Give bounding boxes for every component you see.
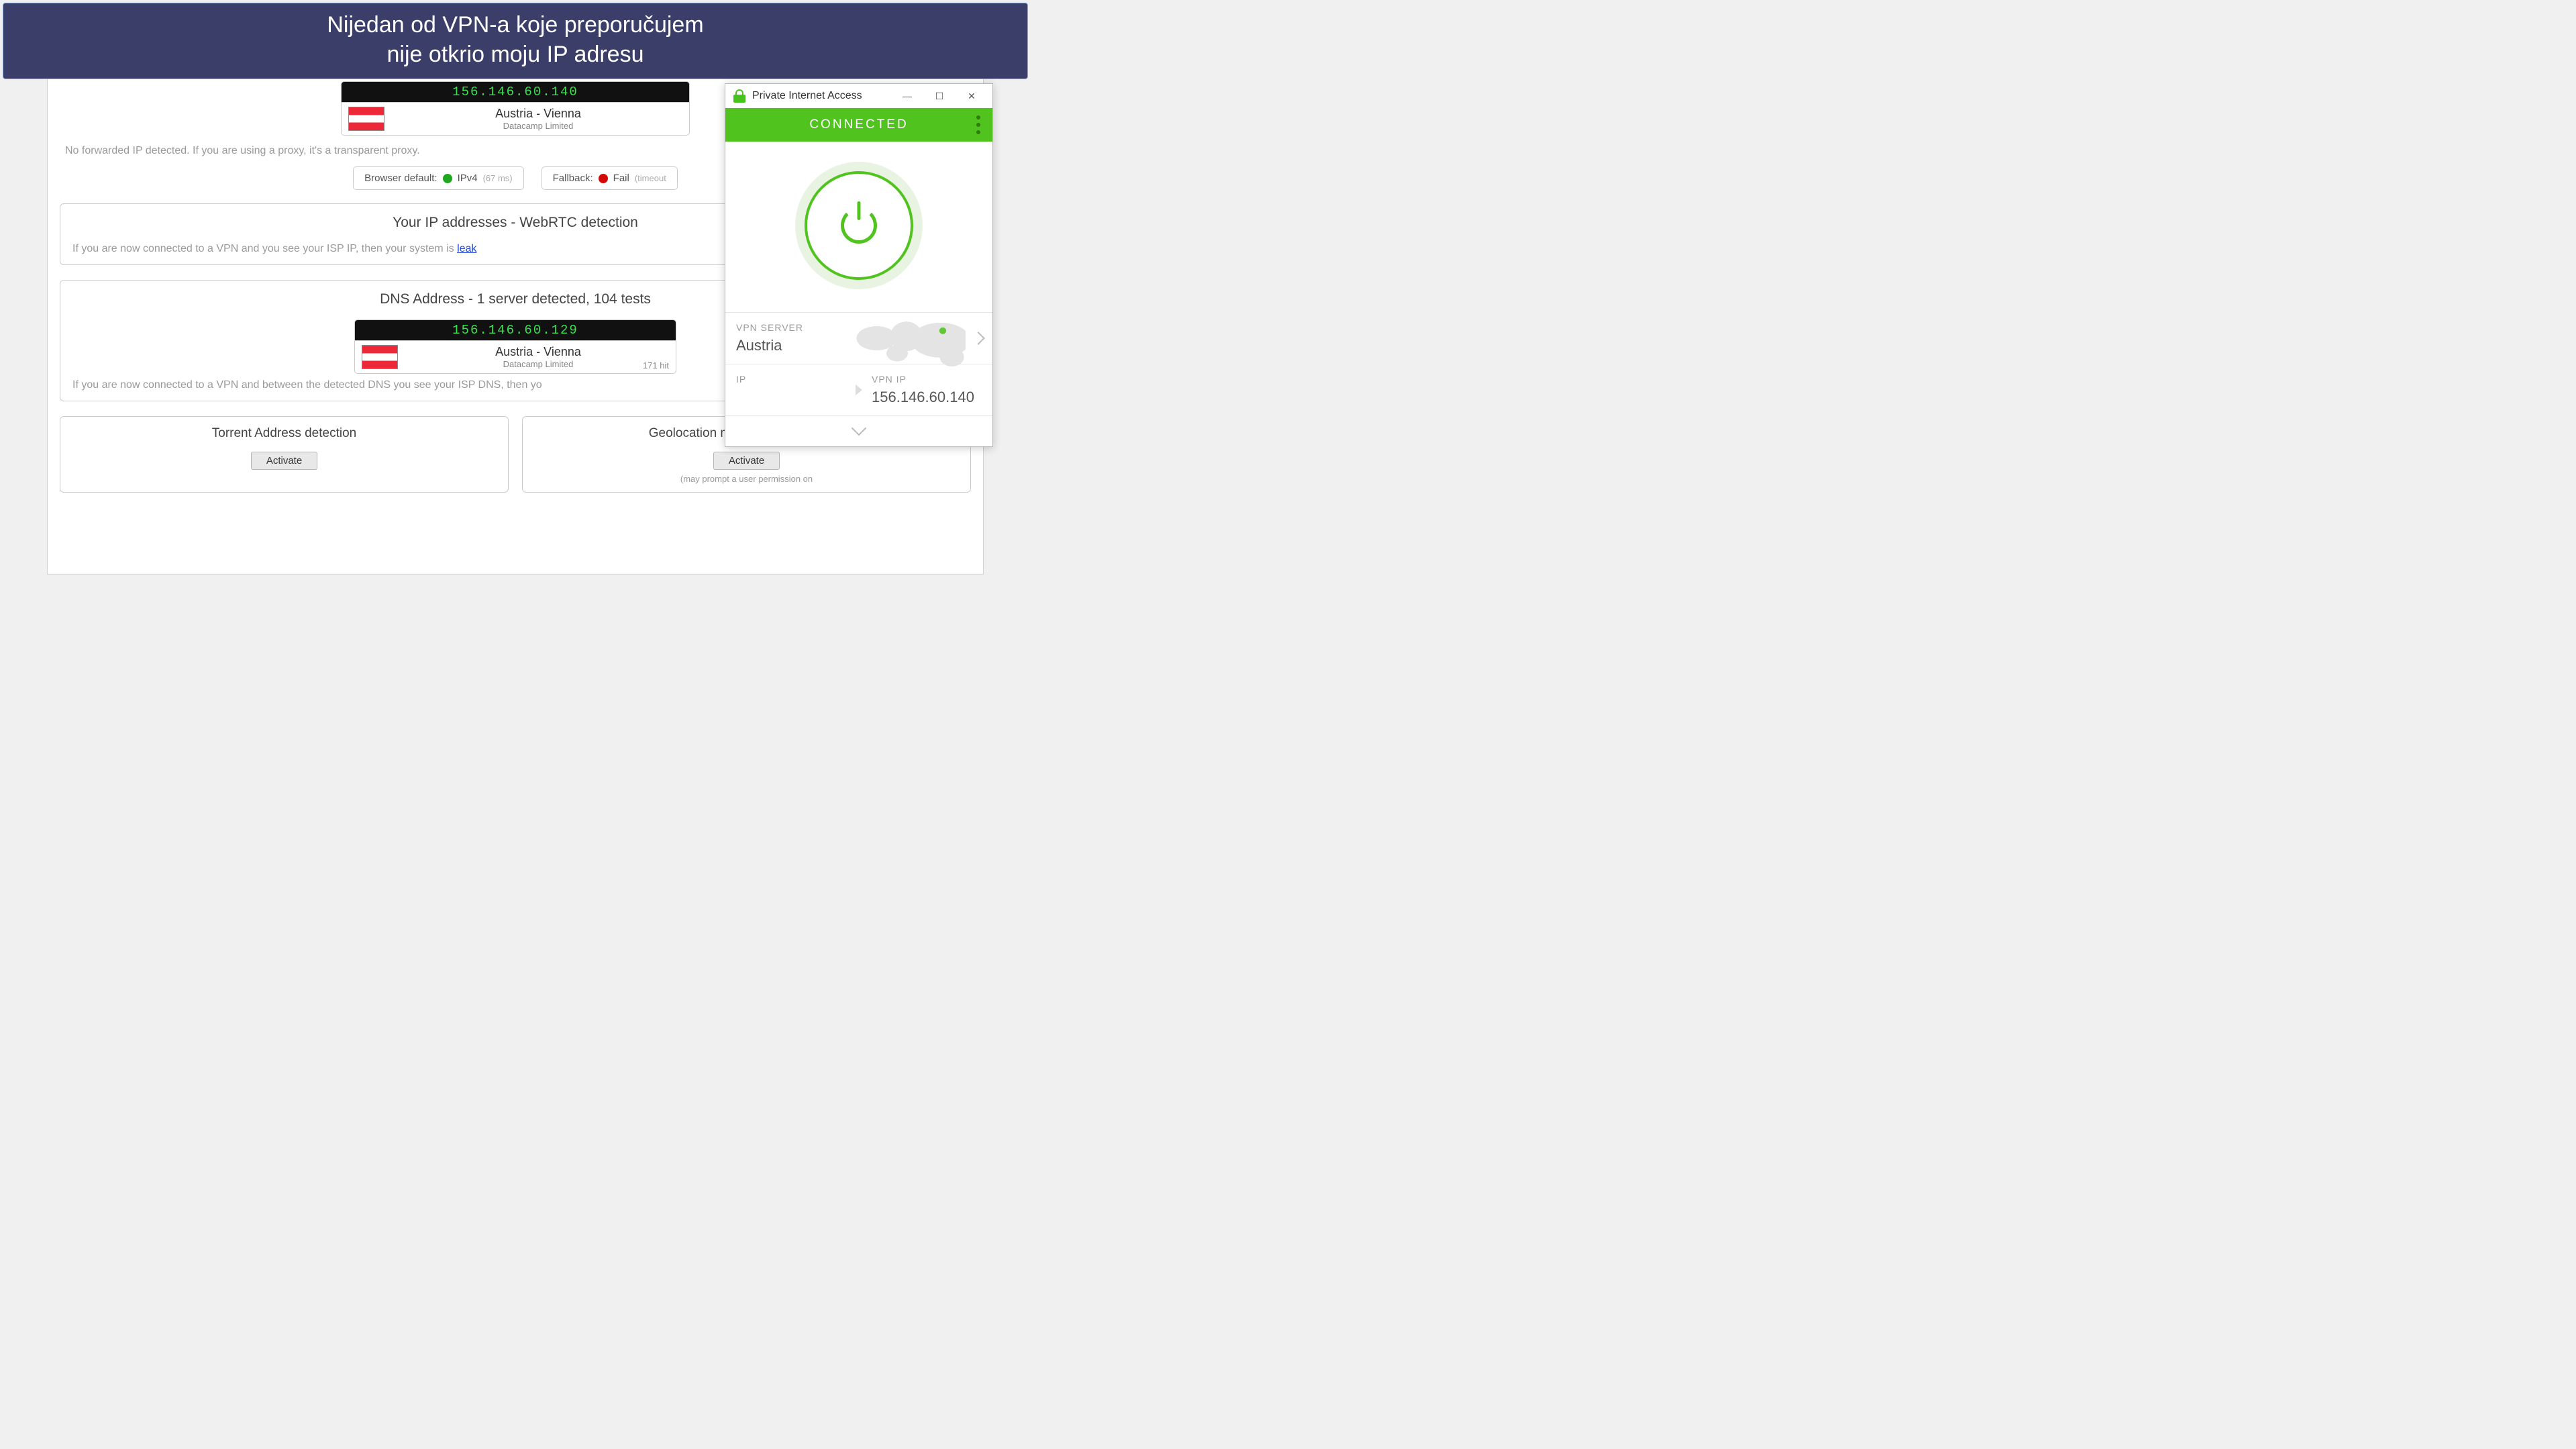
webrtc-leak-link[interactable]: leak: [457, 243, 476, 254]
pia-status-bar: CONNECTED: [725, 108, 992, 142]
status-dot-red-icon: [599, 174, 608, 183]
headline-banner: Nijedan od VPN-a koje preporučujem nije …: [3, 3, 1028, 79]
minimize-button[interactable]: —: [894, 91, 920, 101]
pia-window: Private Internet Access — ☐ ✕ CONNECTED …: [725, 83, 993, 447]
fallback-status: Fail: [613, 172, 629, 184]
headline-line1: Nijedan od VPN-a koje preporučujem: [3, 10, 1027, 40]
pia-titlebar[interactable]: Private Internet Access — ☐ ✕: [725, 84, 992, 108]
pia-server-block[interactable]: VPN SERVER Austria: [725, 313, 992, 364]
kebab-menu-icon[interactable]: [976, 115, 980, 134]
public-ip-value: 156.146.60.140: [342, 82, 689, 103]
webrtc-note-text: If you are now connected to a VPN and yo…: [72, 243, 457, 254]
pia-power-button[interactable]: [795, 162, 923, 289]
power-icon: [841, 207, 877, 244]
pia-expand-button[interactable]: [725, 416, 992, 446]
chevron-down-icon: [852, 421, 867, 436]
lock-icon: [733, 89, 745, 103]
pia-power-area: [725, 142, 992, 313]
austria-flag-icon: [348, 107, 384, 131]
maximize-button[interactable]: ☐: [927, 91, 952, 102]
dns-ip-card: 156.146.60.129 Austria - Vienna Datacamp…: [354, 319, 676, 374]
status-dot-green-icon: [443, 174, 452, 183]
dns-ip-value: 156.146.60.129: [355, 320, 676, 341]
fallback-note: (timeout: [635, 173, 666, 183]
geolocation-note: (may prompt a user permission on: [535, 474, 958, 484]
pia-ip-value: [736, 389, 846, 406]
torrent-activate-button[interactable]: Activate: [251, 452, 317, 470]
browser-default-pill: Browser default: IPv4 (67 ms): [353, 166, 523, 190]
fallback-pill: Fallback: Fail (timeout: [542, 166, 678, 190]
dns-location: Austria - Vienna: [407, 345, 669, 359]
pia-vpnip-label: VPN IP: [872, 374, 982, 385]
browser-default-label: Browser default:: [364, 172, 437, 184]
pia-app-title: Private Internet Access: [752, 90, 862, 102]
close-button[interactable]: ✕: [959, 91, 984, 102]
browser-default-latency: (67 ms): [483, 173, 513, 183]
arrow-right-icon: [856, 385, 862, 395]
torrent-card: Torrent Address detection Activate: [60, 416, 509, 493]
torrent-title: Torrent Address detection: [72, 426, 496, 441]
austria-flag-icon: [362, 345, 398, 369]
fallback-label: Fallback:: [553, 172, 593, 184]
pia-ip-label: IP: [736, 374, 846, 385]
pia-status-text: CONNECTED: [809, 117, 908, 132]
geolocation-activate-button[interactable]: Activate: [713, 452, 780, 470]
browser-default-proto: IPv4: [458, 172, 478, 184]
ip-isp: Datacamp Limited: [394, 121, 682, 131]
public-ip-card: 156.146.60.140 Austria - Vienna Datacamp…: [341, 81, 690, 136]
dns-hit-count: 171 hit: [643, 360, 669, 370]
world-map-icon: [852, 319, 966, 366]
headline-line2: nije otkrio moju IP adresu: [3, 40, 1027, 69]
pia-ip-block: IP VPN IP 156.146.60.140: [725, 364, 992, 416]
dns-isp: Datacamp Limited: [407, 359, 669, 369]
ip-location: Austria - Vienna: [394, 107, 682, 121]
pia-vpnip-value: 156.146.60.140: [872, 389, 982, 406]
